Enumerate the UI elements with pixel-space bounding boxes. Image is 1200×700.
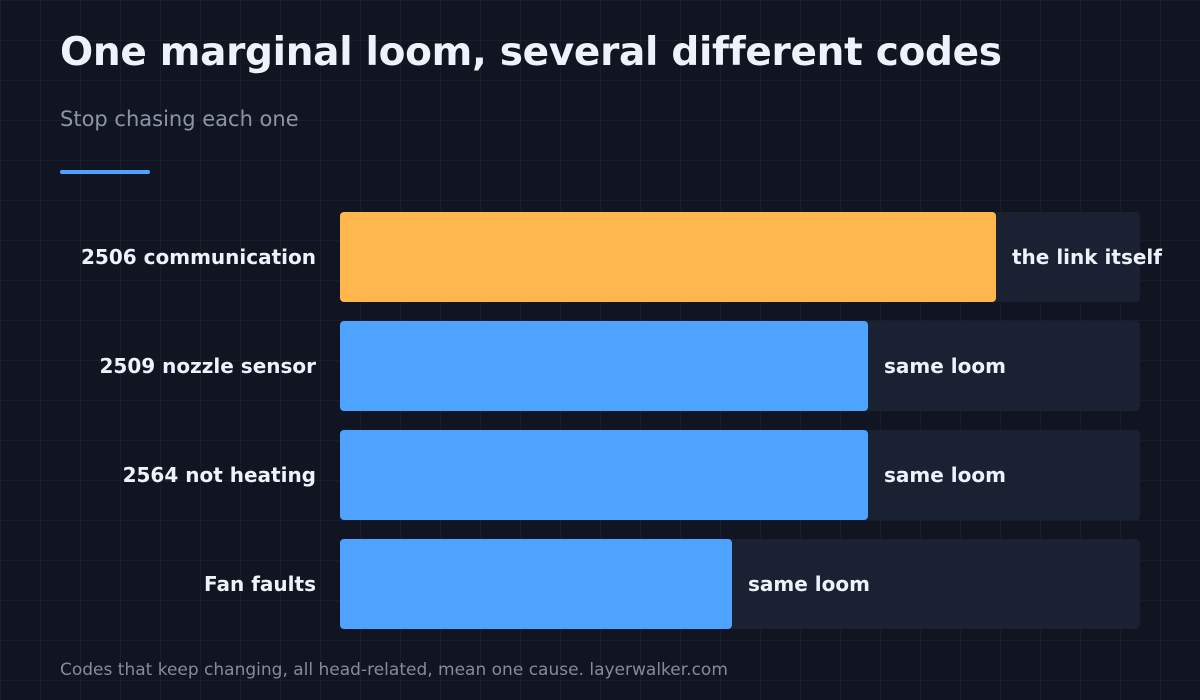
accent-rule [60,170,150,174]
bar-label: same loom [748,572,870,596]
category-label: 2506 communication [81,245,316,269]
bar [340,430,868,520]
bar [340,539,732,629]
category-label: 2509 nozzle sensor [100,354,317,378]
bar-label: the link itself [1012,245,1162,269]
footer-caption: Codes that keep changing, all head-relat… [60,660,728,680]
bar [340,321,868,411]
chart-title: One marginal loom, several different cod… [60,30,1002,75]
category-label: 2564 not heating [123,463,316,487]
chart-subtitle: Stop chasing each one [60,107,299,131]
bar [340,212,996,302]
bar-label: same loom [884,354,1006,378]
category-label: Fan faults [204,572,316,596]
bar-label: same loom [884,463,1006,487]
